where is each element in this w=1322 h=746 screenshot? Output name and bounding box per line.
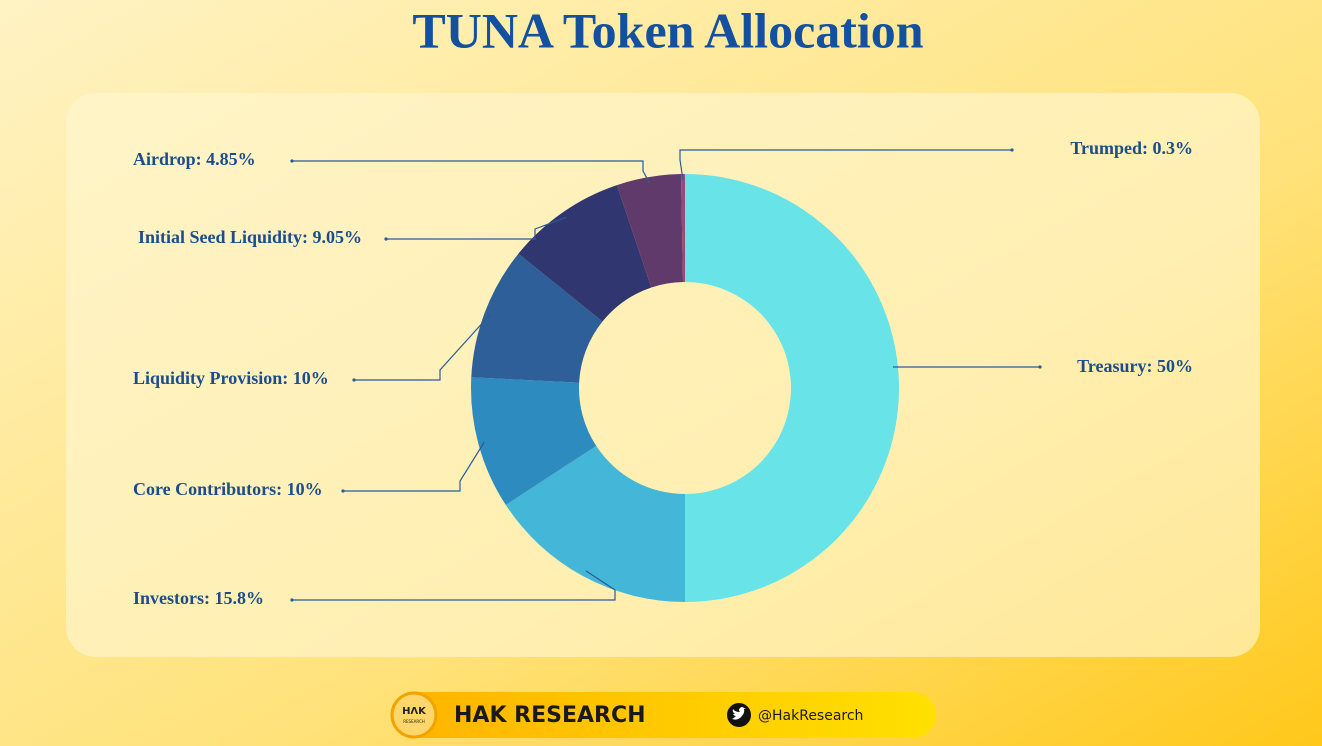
leader-dot [384, 237, 388, 241]
wedge [471, 377, 597, 505]
logo-text: HΛK [402, 706, 427, 717]
leader-line [386, 216, 567, 240]
slice-label: Airdrop: 4.85% [133, 149, 256, 169]
slice-label: Trumped: 0.3% [1070, 138, 1193, 158]
logo-subtext: RESEARCH [403, 719, 425, 724]
leader-dot [1010, 148, 1014, 152]
wedge [680, 174, 685, 283]
leader-line [354, 313, 492, 381]
leader-line [343, 441, 485, 492]
twitter-bird [732, 707, 746, 720]
donut: Treasury: 50% Investors: 15.8% Core Contri… [133, 138, 1193, 608]
slice-label: Initial Seed Liquidity: 9.05% [138, 227, 362, 247]
handle: @HakResearch [758, 708, 863, 724]
leader-line [292, 160, 651, 184]
leader-dot [290, 159, 294, 163]
wedge [616, 174, 684, 288]
leader-dot [1038, 365, 1042, 369]
slice-label: Core Contributors: 10% [133, 479, 323, 499]
footer: HΛK RESEARCH HAK RESEARCH @HakResearch [390, 691, 936, 739]
wedge [471, 253, 603, 383]
slice-label: Liquidity Provision: 10% [133, 368, 329, 388]
wedge [518, 185, 652, 322]
wedge [685, 174, 899, 602]
panel [66, 93, 1260, 657]
leader-dot [352, 378, 356, 382]
leader-line [292, 570, 616, 601]
wedge [505, 445, 685, 602]
leader-line [679, 149, 1012, 181]
brand: HAK RESEARCH [454, 703, 646, 728]
leader-dot [290, 598, 294, 602]
slice-label: Investors: 15.8% [133, 588, 264, 608]
footer-pill [392, 692, 936, 738]
chart-title: TUNA Token Allocation [412, 2, 923, 58]
logo [390, 691, 438, 739]
leader-dot [341, 489, 345, 493]
slice-label: Treasury: 50% [1077, 356, 1193, 376]
